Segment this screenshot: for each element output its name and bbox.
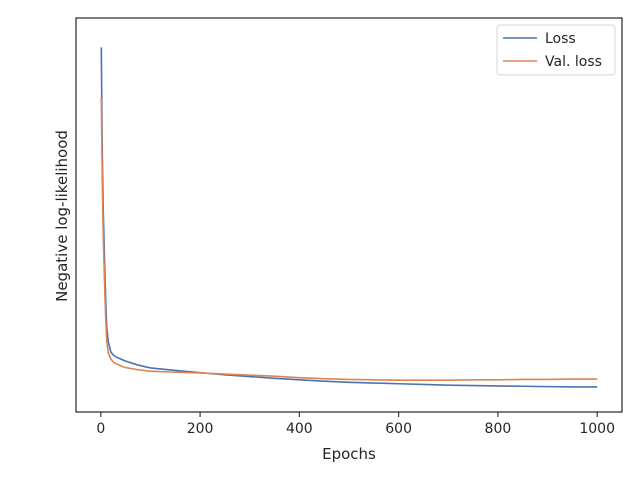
legend-label-loss: Loss [545, 31, 576, 47]
x-axis: 0 200 400 600 800 1000 [96, 412, 615, 437]
plot-frame [75, 17, 623, 413]
y-axis-label: Negative log-likelihood [53, 130, 71, 302]
x-axis-label: Epochs [322, 445, 376, 463]
x-tick-label: 600 [385, 421, 412, 437]
x-tick-label: 800 [485, 421, 512, 437]
series-line-val-loss [100, 97, 598, 381]
x-tick-label: 1000 [579, 421, 615, 437]
legend: Loss Val. loss [496, 24, 616, 76]
x-tick-label: 200 [187, 421, 214, 437]
x-tick-label: 400 [286, 421, 313, 437]
x-tick-label: 0 [96, 421, 105, 437]
legend-label-val-loss: Val. loss [545, 54, 602, 70]
plot-area [100, 47, 598, 388]
